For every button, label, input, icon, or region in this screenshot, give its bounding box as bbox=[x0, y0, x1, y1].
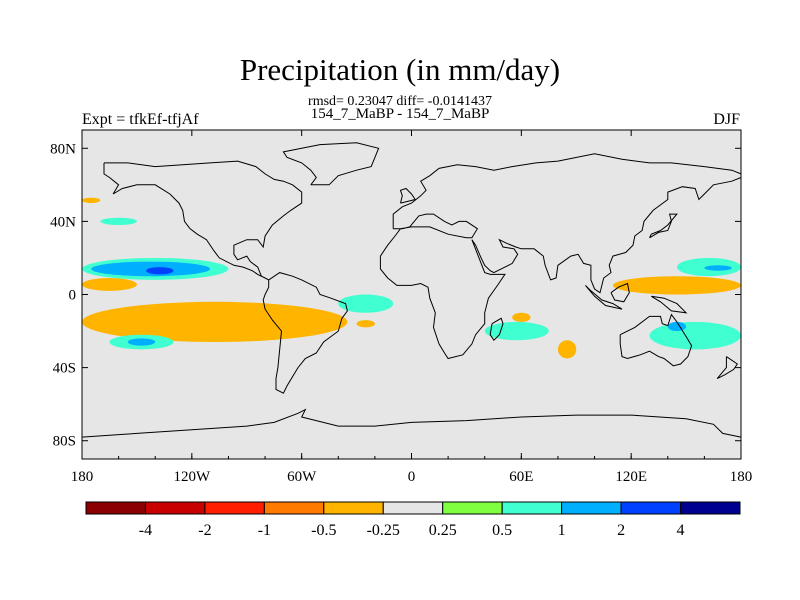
stats-line: rmsd= 0.23047 diff= -0.0141437 bbox=[308, 94, 492, 109]
coastline-indonesia bbox=[585, 285, 623, 310]
colorbar-swatch bbox=[561, 501, 622, 515]
x-tick-label: 180 bbox=[730, 469, 753, 485]
colorbar-swatch bbox=[442, 501, 503, 515]
anomaly-region bbox=[146, 267, 174, 275]
colorbar-swatch bbox=[144, 501, 206, 515]
colorbar-swatch bbox=[620, 501, 682, 515]
coastline-eurasia-africa bbox=[379, 153, 742, 360]
y-tick-label: 80S bbox=[53, 434, 76, 450]
anomaly-region bbox=[338, 294, 394, 313]
y-tick-label: 40N bbox=[50, 214, 76, 230]
x-tick-label: 60E bbox=[509, 469, 533, 485]
coastline-madagascar bbox=[489, 317, 504, 341]
anomaly-region bbox=[704, 265, 732, 271]
axes: 180 120W 60W 0 60E 120E 180 80N 40N 0 40S 80S bbox=[50, 129, 753, 485]
anomaly-region bbox=[557, 340, 577, 359]
chart-subtitle: 154_7_MaBP - 154_7_MaBP bbox=[310, 106, 490, 122]
coastline-greenland bbox=[282, 142, 380, 186]
colorbar-swatch bbox=[85, 501, 146, 515]
coastline-new-guinea bbox=[651, 295, 688, 314]
coastline-north-america bbox=[103, 160, 303, 281]
colorbar-swatch bbox=[680, 501, 741, 515]
season-label: DJF bbox=[713, 111, 740, 128]
colorbar-swatch bbox=[323, 501, 384, 515]
anomaly-region bbox=[649, 321, 741, 350]
plot-area bbox=[82, 130, 742, 459]
anomaly-region bbox=[82, 278, 137, 291]
anomaly-region bbox=[612, 276, 741, 295]
y-tick-label: 80N bbox=[50, 141, 76, 157]
colorbar-label: -0.25 bbox=[367, 522, 400, 539]
coastline-british-isles bbox=[399, 187, 417, 204]
colorbar-label: -0.5 bbox=[311, 522, 336, 539]
colorbar-label: -2 bbox=[198, 522, 211, 539]
colorbar-label: 1 bbox=[558, 522, 566, 539]
y-tick-label: 0 bbox=[69, 288, 77, 304]
coastline-antarctica bbox=[81, 408, 742, 438]
colorbar: -4 -2 -1 -0.5 -0.25 0.25 0.5 1 2 4 bbox=[85, 501, 741, 539]
colorbar-label: 0.25 bbox=[429, 522, 457, 539]
colorbar-swatch bbox=[263, 501, 325, 515]
colorbar-label: -1 bbox=[258, 522, 271, 539]
colorbar-label: 0.5 bbox=[492, 522, 512, 539]
y-tick-label: 40S bbox=[53, 361, 76, 377]
colorbar-label: 2 bbox=[617, 522, 625, 539]
colorbar-label: 4 bbox=[677, 522, 685, 539]
anomaly-region bbox=[667, 321, 687, 332]
coastline-japan bbox=[649, 213, 678, 239]
coastline-australia bbox=[619, 313, 693, 367]
anomaly-region bbox=[82, 197, 101, 204]
colorbar-swatch bbox=[501, 501, 563, 515]
anomaly-region bbox=[484, 321, 549, 341]
colorbar-swatch bbox=[204, 501, 265, 515]
coastline-south-america bbox=[262, 272, 348, 394]
anomaly-region bbox=[100, 217, 137, 226]
coastline-borneo bbox=[610, 282, 630, 303]
anomaly-region bbox=[127, 338, 156, 346]
colorbar-swatch bbox=[382, 501, 444, 515]
anomaly-region bbox=[356, 320, 375, 328]
x-tick-label: 180 bbox=[71, 469, 94, 485]
x-tick-label: 120W bbox=[173, 469, 211, 485]
coastline-outline bbox=[81, 142, 742, 438]
chart-title: Precipitation (in mm/day) bbox=[239, 52, 561, 87]
experiment-label: Expt = tfkEf-tfjAf bbox=[82, 111, 199, 128]
anomaly-region bbox=[82, 301, 348, 343]
anomaly-region bbox=[512, 312, 531, 322]
x-tick-label: 120E bbox=[615, 469, 647, 485]
x-tick-label: 0 bbox=[408, 469, 416, 485]
x-tick-label: 60W bbox=[287, 469, 317, 485]
colorbar-label: -4 bbox=[139, 522, 152, 539]
coastline-new-zealand bbox=[716, 356, 738, 380]
plot-background bbox=[82, 130, 741, 459]
